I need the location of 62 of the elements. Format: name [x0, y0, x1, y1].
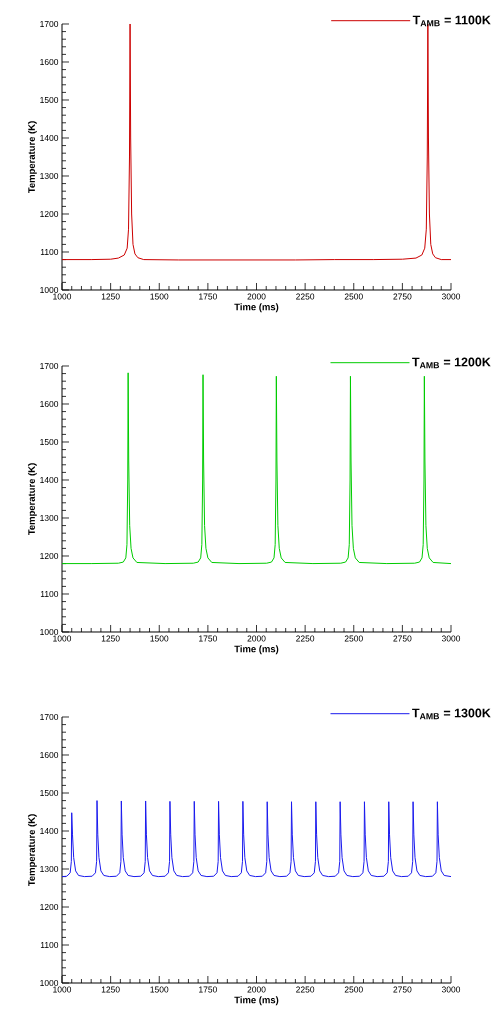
y-tick-label: 1200 — [40, 211, 59, 217]
y-tick-label: 1300 — [40, 515, 59, 521]
y-tick-label: 1000 — [40, 980, 59, 986]
x-tick-label: 2250 — [296, 293, 315, 300]
x-tick-label: 3000 — [441, 635, 461, 642]
x-tick-label: 1750 — [199, 635, 217, 642]
x-tick-label: 1000 — [53, 635, 72, 642]
y-axis-title: Temperature (K) — [27, 814, 37, 887]
x-tick-label: 2000 — [247, 986, 266, 993]
x-tick-label: 1500 — [150, 986, 169, 993]
x-tick-label: 2000 — [247, 635, 266, 642]
y-tick-label: 1700 — [40, 714, 59, 720]
y-tick-label: 1500 — [40, 790, 59, 796]
x-tick-label: 3000 — [441, 293, 461, 300]
x-tick-label: 1250 — [101, 635, 120, 642]
x-axis-title: Time (ms) — [234, 996, 279, 1006]
x-tick-label: 2250 — [296, 635, 315, 642]
y-tick-label: 1000 — [40, 629, 59, 635]
text: T$_{AMB}$ = 1300K — [412, 708, 491, 720]
y-tick-label: 1200 — [40, 553, 59, 559]
x-axis-title: Time (ms) — [234, 645, 279, 655]
y-tick-label: 1500 — [40, 439, 59, 445]
x-tick-label: 1750 — [199, 986, 217, 993]
y-tick-label: 1400 — [40, 477, 59, 483]
x-tick-label: 1000 — [53, 293, 72, 300]
y-tick-label: 1200 — [40, 904, 59, 910]
y-axis-title: Temperature (K) — [27, 121, 37, 194]
y-tick-label: 1600 — [40, 752, 59, 758]
x-axis-title: Time (ms) — [234, 303, 279, 313]
x-tick-label: 2750 — [393, 635, 412, 642]
series-label: T$_{AMB}$ = 1200K — [412, 357, 491, 369]
x-tick-label: 1500 — [150, 293, 169, 300]
y-tick-label: 1600 — [40, 59, 59, 65]
x-tick-label: 1250 — [101, 293, 120, 300]
y-axis-title: Temperature (K) — [27, 463, 37, 536]
line-series — [61, 800, 452, 878]
x-tick-label: 3000 — [441, 986, 461, 993]
y-tick-label: 1300 — [40, 866, 59, 872]
y-tick-label: 1000 — [40, 287, 59, 293]
y-tick-label: 1500 — [40, 97, 59, 103]
series-label: T$_{AMB}$ = 1100K — [412, 15, 491, 27]
x-tick-label: 2750 — [393, 986, 412, 993]
x-tick-label: 2250 — [296, 986, 315, 993]
y-tick-label: 1100 — [40, 591, 59, 597]
y-tick-label: 1700 — [40, 363, 59, 369]
x-tick-label: 2000 — [247, 293, 266, 300]
y-tick-label: 1400 — [40, 135, 59, 141]
x-tick-label: 2750 — [393, 293, 412, 300]
x-tick-label: 1250 — [101, 986, 120, 993]
y-tick-label: 1300 — [40, 173, 59, 179]
x-tick-label: 2500 — [344, 635, 363, 642]
y-tick-label: 1600 — [40, 401, 59, 407]
x-tick-label: 1500 — [150, 635, 169, 642]
x-tick-label: 1000 — [53, 986, 72, 993]
line-series — [61, 372, 452, 565]
y-tick-label: 1400 — [40, 828, 59, 834]
y-tick-label: 1100 — [40, 942, 59, 948]
x-tick-label: 2500 — [344, 986, 363, 993]
x-tick-label: 1750 — [199, 293, 217, 300]
x-tick-label: 2500 — [344, 293, 363, 300]
y-tick-label: 1100 — [40, 249, 59, 255]
y-tick-label: 1700 — [40, 21, 59, 27]
